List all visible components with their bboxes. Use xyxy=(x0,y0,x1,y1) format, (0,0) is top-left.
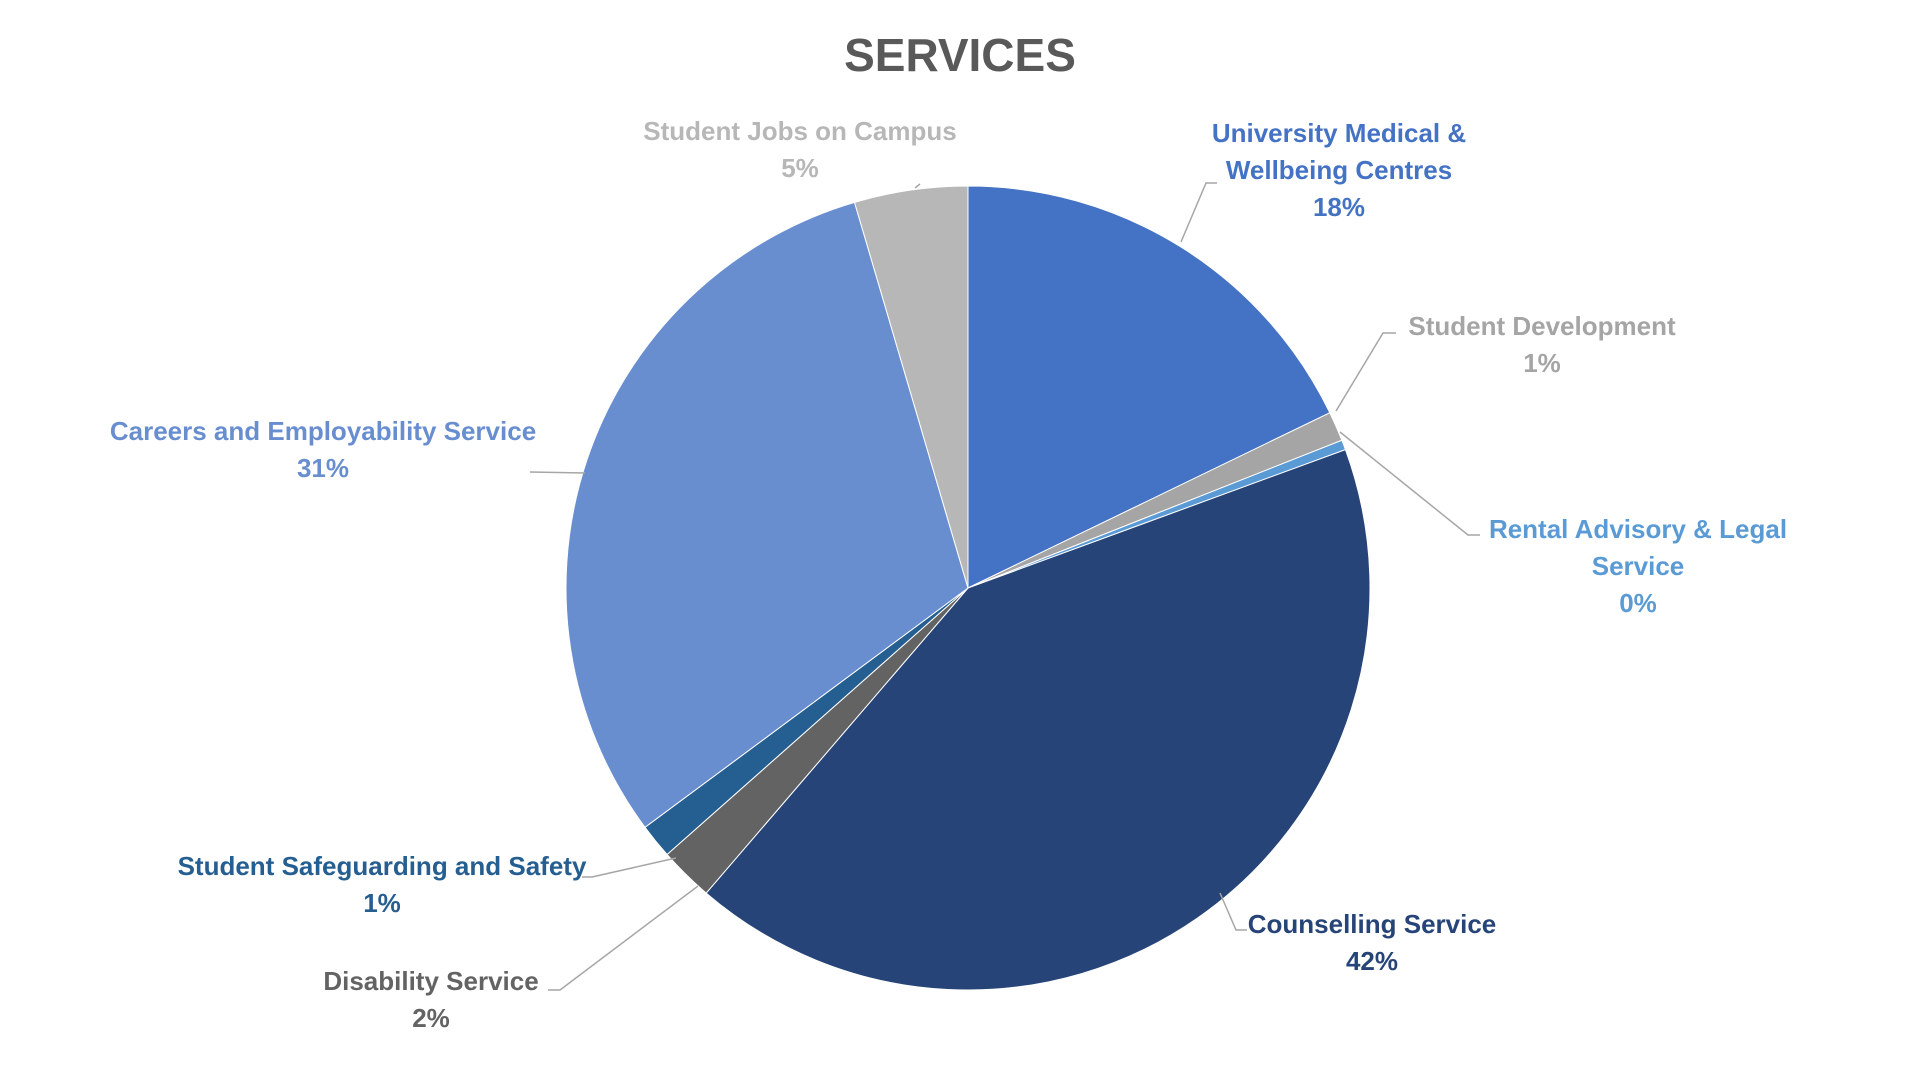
slice-label-student-jobs-on-campus: Student Jobs on Campus 5% xyxy=(643,116,956,183)
slice-label-line: Careers and Employability Service xyxy=(110,416,536,446)
leader-line-student-safeguarding-and-safety xyxy=(582,857,677,878)
slice-percent: 2% xyxy=(412,1003,450,1033)
slice-label-line: University Medical & xyxy=(1212,118,1466,148)
slice-labels: University Medical & Wellbeing Centres 18%… xyxy=(110,116,1787,1033)
pie-slice-student-jobs-on-campus xyxy=(853,185,969,589)
slice-percent: 31% xyxy=(297,453,349,483)
slice-percent: 18% xyxy=(1313,192,1365,222)
pie-slice-counselling-service xyxy=(705,448,1371,991)
slice-label-line: Wellbeing Centres xyxy=(1226,155,1452,185)
leader-line-student-development xyxy=(1335,332,1396,412)
pie-slice-university-medical-wellbeing-centres xyxy=(967,185,1331,589)
slice-label-counselling-service: Counselling Service 42% xyxy=(1248,909,1497,976)
slice-label-line: Rental Advisory & Legal xyxy=(1489,514,1787,544)
slice-percent: 1% xyxy=(1523,348,1561,378)
leader-line-careers-and-employability-service xyxy=(529,471,586,474)
slice-label-student-safeguarding-and-safety: Student Safeguarding and Safety 1% xyxy=(178,851,587,918)
slice-label-university-medical-wellbeing-centres: University Medical & Wellbeing Centres 18% xyxy=(1212,118,1466,222)
slice-label-line: Service xyxy=(1592,551,1685,581)
slice-label-line: Student Development xyxy=(1408,311,1676,341)
slice-label-line: Counselling Service xyxy=(1248,909,1497,939)
slice-label-line: Student Jobs on Campus xyxy=(643,116,956,146)
leader-lines xyxy=(529,182,1480,991)
slice-percent: 0% xyxy=(1619,588,1657,618)
leader-line-counselling-service xyxy=(1219,892,1247,931)
chart-title: SERVICES xyxy=(844,29,1076,81)
pie-slice-careers-and-employability-service xyxy=(565,201,969,829)
leader-line-university-medical-wellbeing-centres xyxy=(1180,182,1217,243)
leader-line-student-jobs-on-campus xyxy=(914,183,921,189)
slice-label-student-development: Student Development 1% xyxy=(1408,311,1676,378)
pie-slices xyxy=(565,185,1371,991)
slice-percent: 1% xyxy=(363,888,401,918)
slice-label-line: Disability Service xyxy=(323,966,538,996)
slice-label-rental-advisory-legal-service: Rental Advisory & Legal Service 0% xyxy=(1489,514,1787,618)
leader-line-rental-advisory-legal-service xyxy=(1339,431,1480,536)
slice-percent: 5% xyxy=(781,153,819,183)
leader-line-disability-service xyxy=(548,885,699,991)
slice-percent: 42% xyxy=(1346,946,1398,976)
slice-label-line: Student Safeguarding and Safety xyxy=(178,851,587,881)
slice-label-careers-and-employability-service: Careers and Employability Service 31% xyxy=(110,416,536,483)
slice-label-disability-service: Disability Service 2% xyxy=(323,966,538,1033)
